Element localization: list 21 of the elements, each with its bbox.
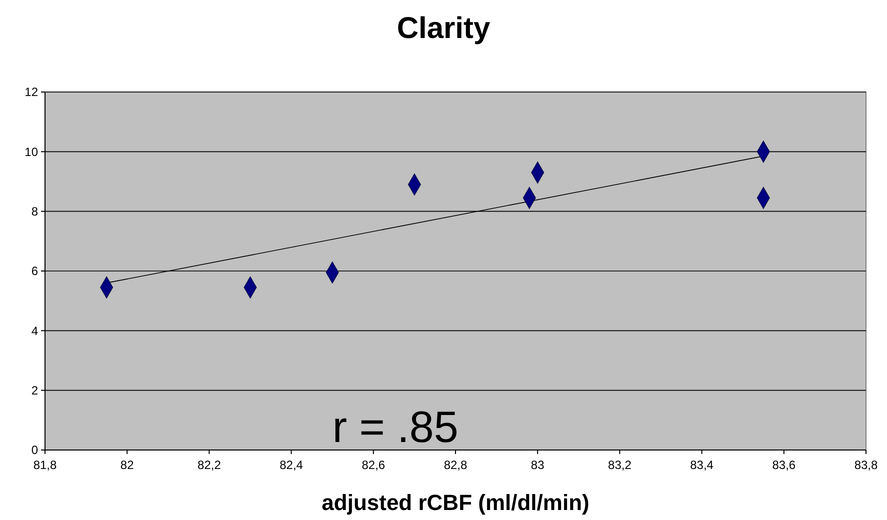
- x-tick-label: 82,6: [362, 458, 386, 472]
- x-tick-label: 82,8: [444, 458, 468, 472]
- y-tick-label: 4: [31, 324, 38, 338]
- x-tick-label: 83,2: [608, 458, 632, 472]
- annotation: r = .85: [332, 403, 458, 452]
- y-tick-label: 2: [31, 384, 38, 398]
- y-tick-label: 0: [31, 443, 38, 458]
- chart-title: Clarity: [396, 12, 490, 45]
- x-tick-label: 83,8: [854, 458, 878, 472]
- x-tick-label: 82,2: [198, 458, 222, 472]
- y-tick-label: 6: [31, 264, 38, 278]
- x-tick-label: 81,8: [33, 458, 57, 472]
- y-tick-label: 10: [24, 144, 38, 159]
- x-tick-label: 83,6: [772, 458, 796, 472]
- x-tick-label: 82,4: [280, 458, 304, 472]
- y-tick-label: 12: [24, 85, 38, 100]
- x-axis-title: adjusted rCBF (ml/dl/min): [322, 490, 590, 515]
- y-tick-label: 8: [31, 204, 38, 219]
- x-tick-label: 82: [120, 458, 134, 472]
- x-tick-label: 83: [530, 458, 545, 472]
- x-tick-label: 83,4: [690, 458, 714, 472]
